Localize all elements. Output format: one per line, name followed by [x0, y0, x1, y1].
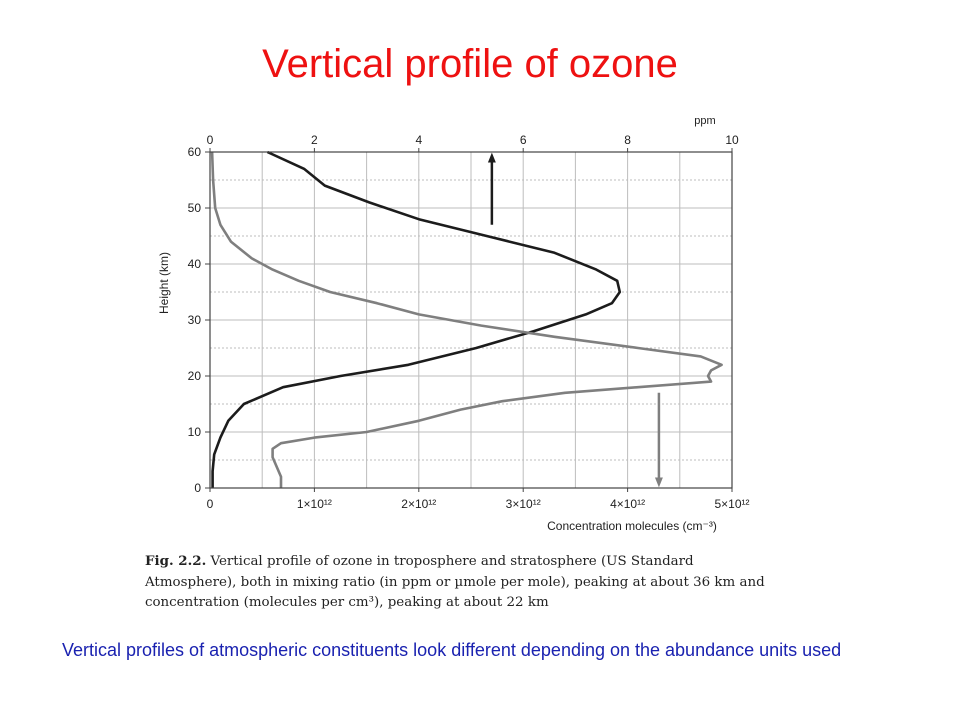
y-tick-label: 0: [194, 481, 201, 495]
y-tick-label: 60: [188, 145, 202, 159]
bottom-tick-label: 0: [207, 497, 214, 511]
bottom-tick-label: 4×10¹²: [610, 497, 645, 511]
top-tick-label: 4: [415, 133, 422, 147]
concentration-series-line: [210, 151, 723, 488]
slide-note: Vertical profiles of atmospheric constit…: [62, 640, 842, 660]
y-axis-label: Height (km): [157, 252, 171, 314]
bottom-tick-label: 1×10¹²: [297, 497, 332, 511]
y-tick-label: 50: [188, 201, 202, 215]
figure-caption: Fig. 2.2. Vertical profile of ozone in t…: [145, 551, 785, 614]
top-tick-label: 0: [207, 133, 214, 147]
top-tick-label: 6: [520, 133, 527, 147]
top-tick-label: 10: [725, 133, 739, 147]
y-tick-label: 30: [188, 313, 202, 327]
bottom-tick-label: 3×10¹²: [506, 497, 541, 511]
y-tick-label: 10: [188, 425, 202, 439]
bottom-tick-label: 5×10¹²: [714, 497, 749, 511]
top-tick-label: 2: [311, 133, 318, 147]
mixing-ratio-series-line: [211, 150, 622, 488]
top-tick-label: 8: [624, 133, 631, 147]
bottom-axis-label: Concentration molecules (cm⁻³): [547, 519, 717, 533]
slide-title: Vertical profile of ozone: [262, 42, 678, 86]
y-tick-label: 40: [188, 257, 202, 271]
y-tick-label: 20: [188, 369, 202, 383]
top-axis-label: ppm: [694, 115, 715, 127]
bottom-tick-label: 2×10¹²: [401, 497, 436, 511]
caption-text: Vertical profile of ozone in troposphere…: [145, 554, 765, 610]
caption-label: Fig. 2.2.: [145, 553, 207, 569]
